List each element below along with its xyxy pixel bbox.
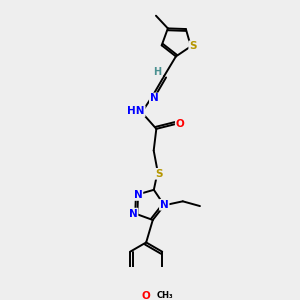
Text: S: S: [155, 169, 163, 179]
Text: N: N: [129, 208, 137, 219]
Text: CH₃: CH₃: [157, 291, 173, 300]
Text: N: N: [134, 190, 142, 200]
Text: O: O: [176, 119, 184, 129]
Text: N: N: [150, 94, 159, 103]
Text: N: N: [160, 200, 169, 210]
Text: O: O: [142, 291, 151, 300]
Text: H: H: [153, 67, 161, 77]
Text: S: S: [189, 41, 197, 51]
Text: HN: HN: [127, 106, 145, 116]
